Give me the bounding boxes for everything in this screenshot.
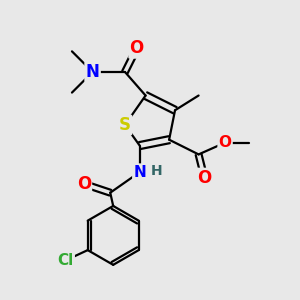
Text: H: H [151,164,163,178]
Text: O: O [130,39,144,57]
Text: N: N [85,63,100,81]
Text: O: O [219,135,232,150]
Text: N: N [133,165,146,180]
Text: O: O [76,175,91,193]
Text: O: O [197,169,212,187]
Text: S: S [119,116,131,134]
Text: Cl: Cl [58,253,74,268]
